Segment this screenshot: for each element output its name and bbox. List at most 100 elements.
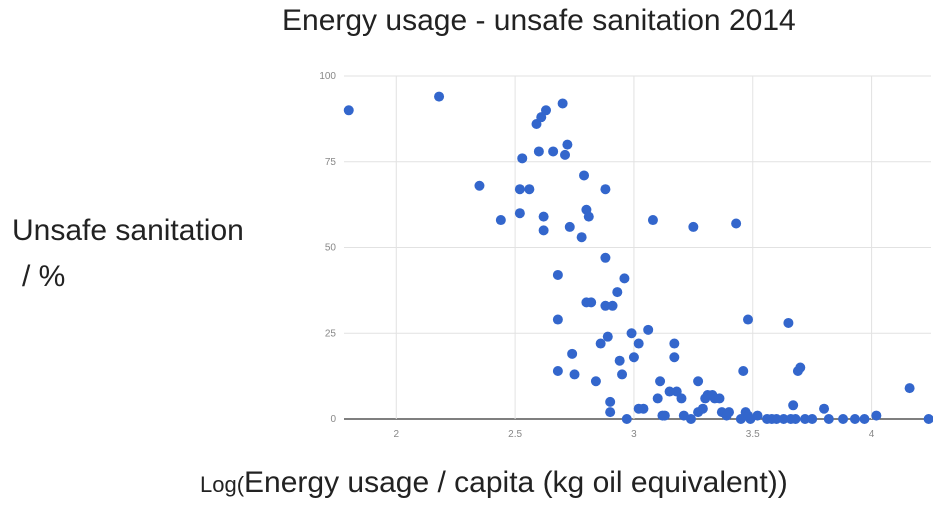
data-point-layer <box>343 91 933 424</box>
data-point <box>823 414 834 424</box>
data-point <box>590 376 601 387</box>
data-point <box>778 414 789 424</box>
data-point <box>743 314 754 325</box>
data-point <box>538 211 549 222</box>
x-tick-label: 3 <box>631 429 637 440</box>
y-tick-label: 0 <box>330 414 336 425</box>
x-tick-label: 2 <box>394 429 400 440</box>
data-point <box>697 403 708 414</box>
data-point <box>605 396 616 407</box>
data-point <box>647 215 658 226</box>
data-point <box>579 170 590 181</box>
data-point <box>752 410 763 421</box>
data-point <box>567 348 578 359</box>
data-point <box>859 414 870 424</box>
y-axis-label-line1: Unsafe sanitation <box>12 214 244 247</box>
data-point <box>617 369 628 380</box>
y-tick-label: 100 <box>319 71 336 82</box>
data-point <box>652 393 663 404</box>
data-point <box>923 414 933 424</box>
data-point <box>343 105 354 116</box>
data-point <box>790 414 801 424</box>
data-point <box>562 139 573 150</box>
data-point <box>659 410 670 421</box>
data-point <box>434 91 445 102</box>
data-point <box>605 407 616 418</box>
tick-label-layer: 0 25 50 75 100 2 2.5 3 3.5 4 <box>319 71 874 440</box>
data-point <box>514 184 525 195</box>
x-axis-label-suffix: ) <box>777 466 788 499</box>
data-point <box>569 369 580 380</box>
data-point <box>621 414 632 424</box>
data-point <box>871 410 882 421</box>
data-point <box>564 221 575 232</box>
data-point <box>495 215 506 226</box>
data-point <box>771 414 782 424</box>
data-point <box>560 149 571 160</box>
grid-layer <box>344 75 931 420</box>
x-axis-label-main: Energy usage / capita (kg oil equivalent… <box>244 466 778 499</box>
data-point <box>788 400 799 411</box>
data-point <box>800 414 811 424</box>
data-point <box>583 211 594 222</box>
data-point <box>602 331 613 342</box>
data-point <box>576 232 587 243</box>
data-point <box>669 338 680 349</box>
data-point <box>731 218 742 229</box>
data-point <box>619 273 630 284</box>
data-point <box>557 98 568 109</box>
data-point <box>517 153 528 164</box>
data-point <box>614 355 625 366</box>
data-point <box>669 352 680 363</box>
data-point <box>795 362 806 373</box>
data-point <box>533 146 544 157</box>
data-point <box>541 105 552 116</box>
data-point <box>628 352 639 363</box>
y-tick-label: 25 <box>325 328 337 339</box>
x-tick-label: 4 <box>869 429 875 440</box>
data-point <box>514 208 525 219</box>
data-point <box>552 314 563 325</box>
data-point <box>738 365 749 376</box>
data-point <box>600 252 611 263</box>
data-point <box>586 297 597 308</box>
data-point <box>595 338 606 349</box>
data-point <box>626 328 637 339</box>
x-tick-label: 3.5 <box>746 429 760 440</box>
y-tick-label: 75 <box>325 157 337 168</box>
data-point <box>600 300 611 311</box>
y-axis-label: Unsafe sanitation / % <box>12 208 244 300</box>
y-axis-label-line2: / % <box>22 260 66 293</box>
data-point <box>612 287 623 298</box>
y-tick-label: 50 <box>325 243 337 254</box>
data-point <box>552 269 563 280</box>
data-point <box>474 180 485 191</box>
data-point <box>600 184 611 195</box>
data-point <box>607 300 618 311</box>
x-axis-label-prefix: Log( <box>200 472 245 497</box>
data-point <box>633 338 644 349</box>
data-point <box>783 317 794 328</box>
data-point <box>638 403 649 414</box>
chart-title: Energy usage - unsafe sanitation 2014 <box>282 4 796 37</box>
data-point <box>723 407 734 418</box>
data-point <box>904 383 915 394</box>
data-point <box>655 376 666 387</box>
data-point <box>552 365 563 376</box>
data-point <box>524 184 535 195</box>
data-point <box>664 386 675 397</box>
data-point <box>548 146 559 157</box>
data-point <box>807 414 818 424</box>
data-point <box>838 414 849 424</box>
data-point <box>849 414 860 424</box>
data-point <box>819 403 830 414</box>
x-tick-label: 2.5 <box>508 429 522 440</box>
data-point <box>676 393 687 404</box>
data-point <box>643 324 654 335</box>
data-point <box>538 225 549 236</box>
data-point <box>693 376 704 387</box>
data-point <box>688 221 699 232</box>
data-point <box>685 414 696 424</box>
data-point <box>714 393 725 404</box>
